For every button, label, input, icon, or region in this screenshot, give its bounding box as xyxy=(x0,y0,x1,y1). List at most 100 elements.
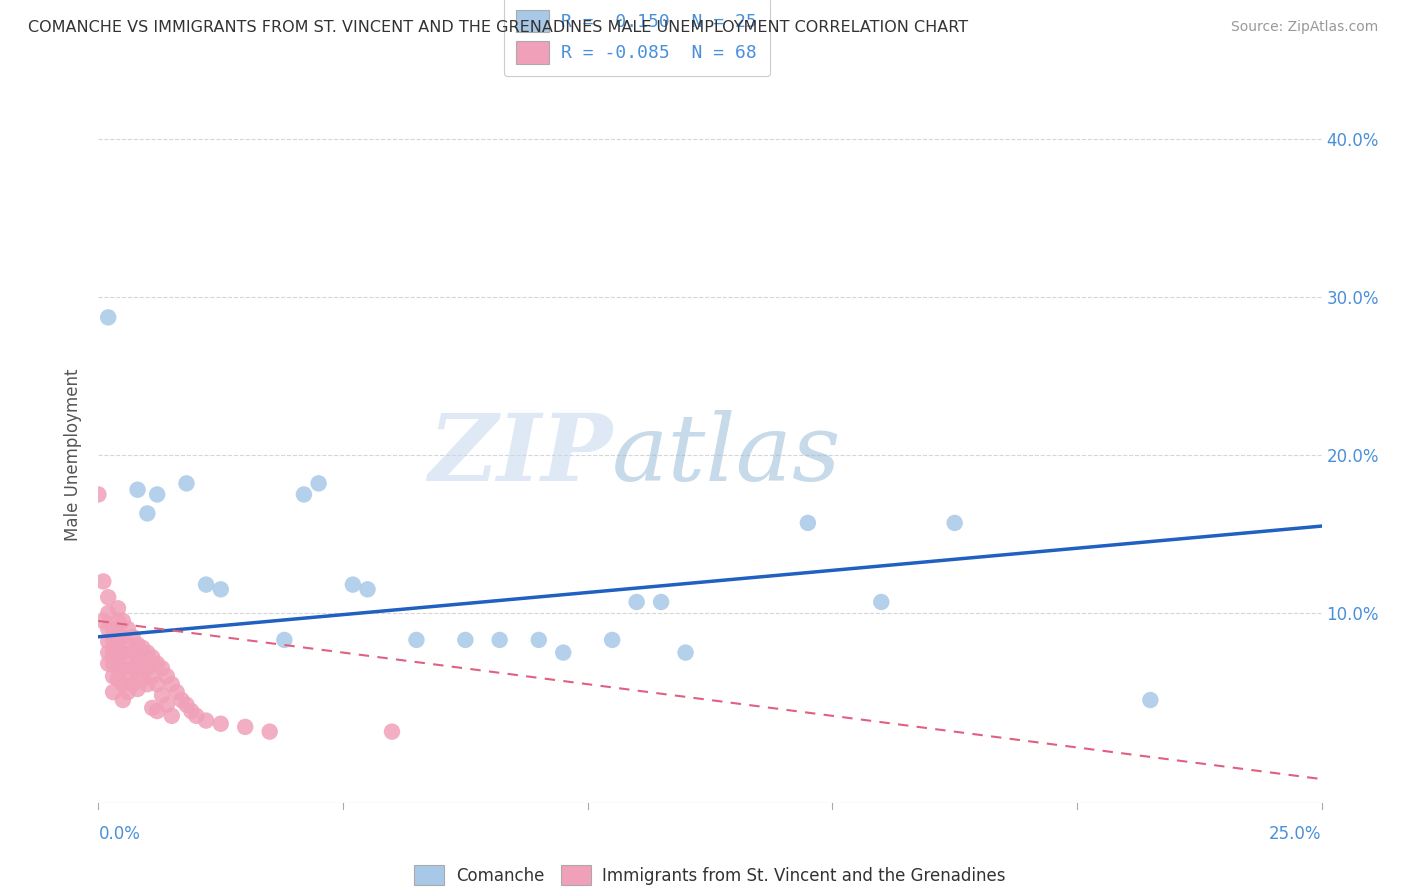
Point xyxy=(101,657,124,671)
Point xyxy=(97,310,120,325)
Point xyxy=(127,681,149,696)
Point xyxy=(160,708,183,723)
Point xyxy=(675,646,697,660)
Point xyxy=(101,632,124,647)
Point xyxy=(107,630,129,644)
Point xyxy=(166,685,188,699)
Point xyxy=(527,632,550,647)
Point xyxy=(107,614,129,628)
Point xyxy=(107,601,129,615)
Point xyxy=(111,661,134,675)
Point xyxy=(121,661,143,675)
Point xyxy=(97,622,120,636)
Point xyxy=(273,632,295,647)
Point xyxy=(381,724,404,739)
Point xyxy=(150,661,173,675)
Point xyxy=(600,632,623,647)
Point xyxy=(111,677,134,691)
Text: atlas: atlas xyxy=(612,410,842,500)
Point xyxy=(87,487,110,501)
Legend: Comanche, Immigrants from St. Vincent and the Grenadines: Comanche, Immigrants from St. Vincent an… xyxy=(408,858,1012,892)
Point xyxy=(405,632,427,647)
Point xyxy=(150,688,173,702)
Point xyxy=(111,630,134,644)
Point xyxy=(146,704,169,718)
Point xyxy=(259,724,281,739)
Text: ZIP: ZIP xyxy=(427,410,612,500)
Point xyxy=(180,704,202,718)
Point xyxy=(156,698,179,712)
Point xyxy=(121,646,143,660)
Point xyxy=(209,582,232,597)
Point xyxy=(233,720,256,734)
Point xyxy=(943,516,966,530)
Point xyxy=(101,622,124,636)
Point xyxy=(117,622,139,636)
Point xyxy=(292,487,315,501)
Point xyxy=(131,640,153,655)
Point xyxy=(117,638,139,652)
Point xyxy=(127,650,149,665)
Text: Source: ZipAtlas.com: Source: ZipAtlas.com xyxy=(1230,20,1378,34)
Point xyxy=(553,646,575,660)
Point xyxy=(870,595,893,609)
Point xyxy=(111,614,134,628)
Point xyxy=(170,693,193,707)
Point xyxy=(117,685,139,699)
Point xyxy=(136,677,159,691)
Point xyxy=(186,708,208,723)
Point xyxy=(650,595,672,609)
Point xyxy=(1139,693,1161,707)
Point xyxy=(107,661,129,675)
Y-axis label: Male Unemployment: Male Unemployment xyxy=(65,368,83,541)
Point xyxy=(195,714,218,728)
Point xyxy=(156,669,179,683)
Point xyxy=(121,630,143,644)
Point xyxy=(101,646,124,660)
Point xyxy=(146,657,169,671)
Point xyxy=(141,650,163,665)
Point xyxy=(97,591,120,605)
Point xyxy=(117,653,139,667)
Point xyxy=(97,606,120,620)
Point xyxy=(107,673,129,687)
Point xyxy=(176,698,198,712)
Point xyxy=(141,701,163,715)
Point xyxy=(131,673,153,687)
Point xyxy=(146,487,169,501)
Point xyxy=(146,677,169,691)
Point xyxy=(127,665,149,679)
Point xyxy=(626,595,648,609)
Text: 25.0%: 25.0% xyxy=(1270,825,1322,843)
Point xyxy=(797,516,820,530)
Point xyxy=(141,669,163,683)
Point xyxy=(97,634,120,648)
Point xyxy=(131,657,153,671)
Point xyxy=(101,669,124,683)
Point xyxy=(127,638,149,652)
Point xyxy=(488,632,510,647)
Point xyxy=(91,614,114,628)
Point xyxy=(342,577,364,591)
Point xyxy=(136,507,159,521)
Point xyxy=(195,577,218,591)
Point xyxy=(160,677,183,691)
Point xyxy=(176,476,198,491)
Point xyxy=(136,646,159,660)
Point xyxy=(111,646,134,660)
Point xyxy=(127,483,149,497)
Point xyxy=(101,685,124,699)
Point xyxy=(121,677,143,691)
Point xyxy=(97,646,120,660)
Point xyxy=(136,661,159,675)
Point xyxy=(454,632,477,647)
Point xyxy=(91,574,114,589)
Text: 0.0%: 0.0% xyxy=(98,825,141,843)
Point xyxy=(97,657,120,671)
Point xyxy=(107,646,129,660)
Point xyxy=(209,716,232,731)
Point xyxy=(356,582,378,597)
Point xyxy=(117,669,139,683)
Point xyxy=(111,693,134,707)
Text: COMANCHE VS IMMIGRANTS FROM ST. VINCENT AND THE GRENADINES MALE UNEMPLOYMENT COR: COMANCHE VS IMMIGRANTS FROM ST. VINCENT … xyxy=(28,20,969,35)
